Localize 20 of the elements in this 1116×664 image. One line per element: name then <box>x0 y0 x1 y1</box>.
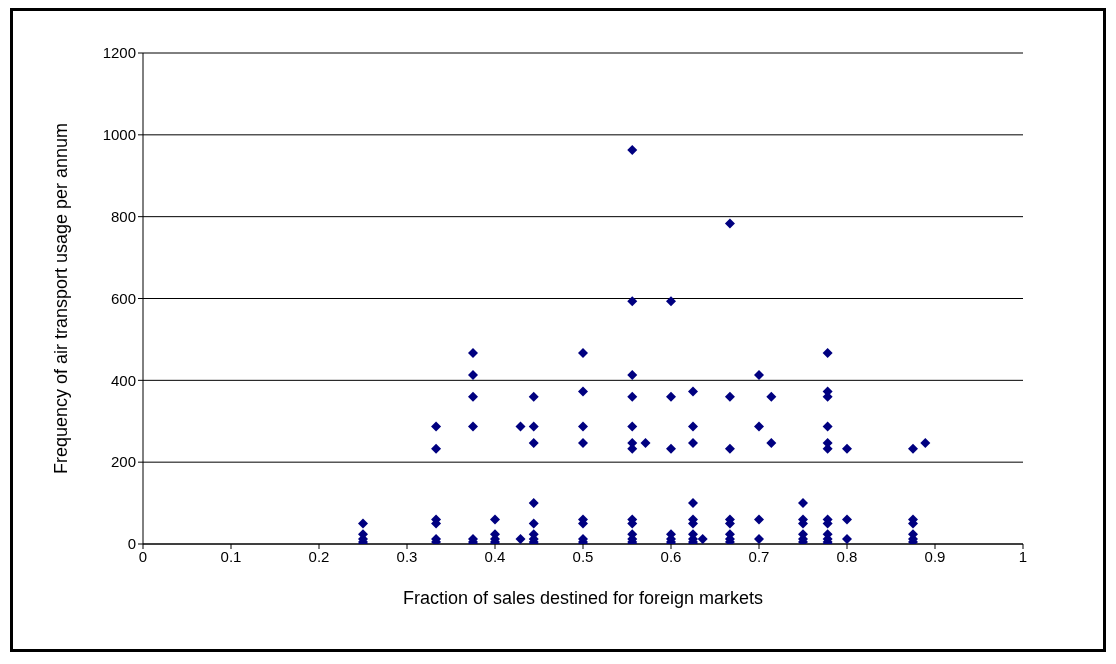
x-tick-label: 0.2 <box>308 547 330 565</box>
y-tick-label: 400 <box>110 371 136 389</box>
x-tick-label: 0.7 <box>748 547 770 565</box>
x-tick-label: 0.8 <box>836 547 858 565</box>
y-tick-label: 600 <box>110 289 136 307</box>
y-tick-label: 1200 <box>102 44 136 62</box>
y-tick-label: 200 <box>110 453 136 471</box>
x-tick-label: 1 <box>1018 547 1028 565</box>
x-tick-label: 0.6 <box>660 547 682 565</box>
y-tick-label: 800 <box>110 207 136 225</box>
y-tick-label: 0 <box>127 535 136 553</box>
y-tick-label: 1000 <box>102 126 136 144</box>
x-tick-label: 0.9 <box>924 547 946 565</box>
y-axis-title: Frequency of air transport usage per annum <box>51 122 72 475</box>
x-tick-label: 0.5 <box>572 547 594 565</box>
x-tick-label: 0.1 <box>220 547 242 565</box>
x-axis-title: Fraction of sales destined for foreign markets <box>402 588 764 608</box>
x-tick-label: 0.3 <box>396 547 418 565</box>
x-tick-label: 0 <box>138 547 148 565</box>
x-tick-label: 0.4 <box>484 547 506 565</box>
